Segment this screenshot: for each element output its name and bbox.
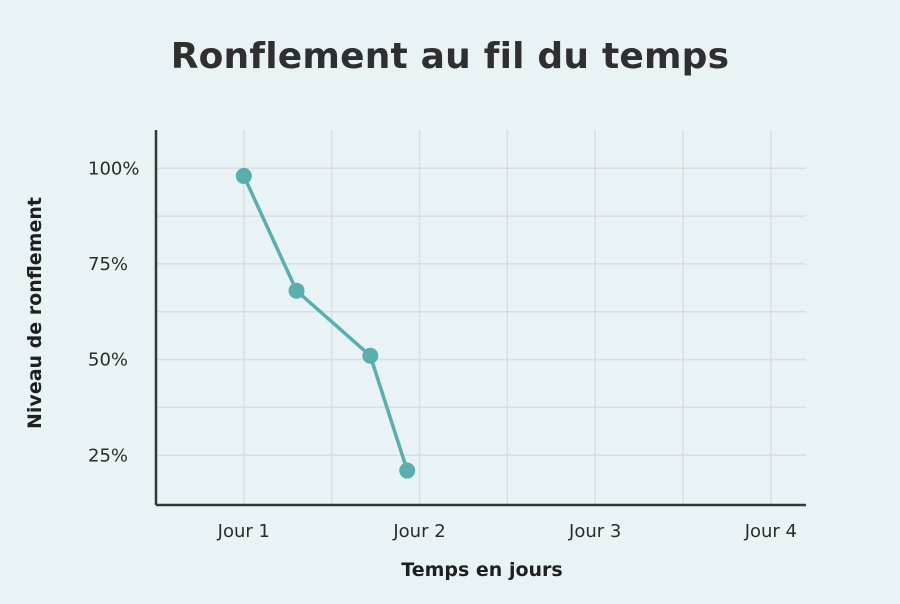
y-tick-label: 25% bbox=[88, 445, 128, 466]
x-tick-label: Jour 2 bbox=[392, 521, 445, 542]
y-tick-label: 100% bbox=[88, 158, 139, 179]
series bbox=[235, 167, 416, 479]
grid-lines bbox=[156, 130, 806, 505]
tick-labels: Jour 1 Jour 2 Jour 3 Jour 4 100% 75% 50% 25% bbox=[88, 158, 797, 542]
axes bbox=[154, 130, 806, 507]
x-axis-title: Temps en jours bbox=[401, 559, 562, 581]
y-tick-label: 75% bbox=[88, 254, 128, 275]
data-point bbox=[235, 167, 252, 184]
data-point bbox=[399, 462, 416, 479]
x-tick-label: Jour 3 bbox=[568, 521, 621, 542]
x-tick-label: Jour 1 bbox=[217, 521, 270, 542]
x-tick-label: Jour 4 bbox=[744, 521, 797, 542]
chart-title: Ronflement au fil du temps bbox=[170, 36, 730, 77]
y-axis-title: Niveau de ronflement bbox=[24, 197, 46, 429]
data-point bbox=[288, 282, 305, 299]
series-line bbox=[242, 174, 409, 473]
y-tick-label: 50% bbox=[88, 350, 128, 371]
data-point bbox=[362, 347, 379, 364]
